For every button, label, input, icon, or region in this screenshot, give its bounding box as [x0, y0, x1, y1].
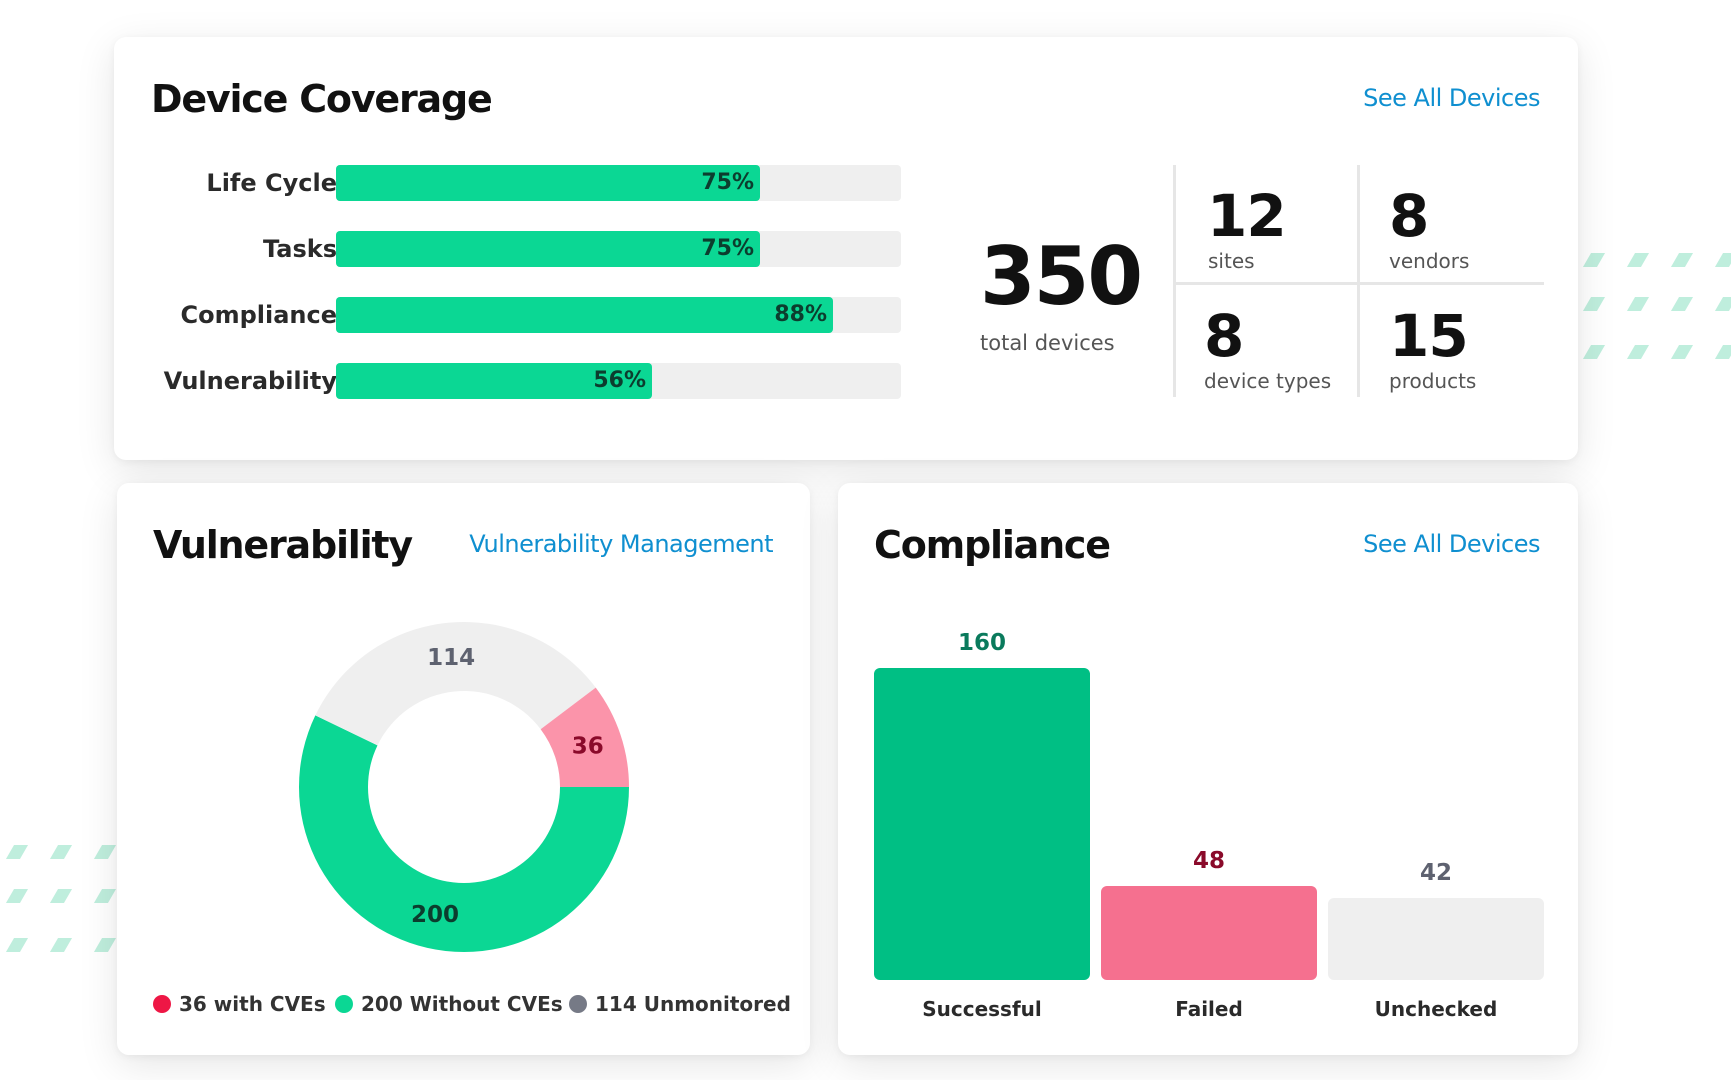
compliance-bar-successful	[874, 668, 1090, 980]
stat-label: device types	[1204, 369, 1332, 393]
coverage-bar-percent: 75%	[701, 236, 754, 261]
coverage-bar-percent: 75%	[701, 170, 754, 195]
donut-value-label: 36	[572, 734, 604, 760]
legend-with-cves: 36 with CVEs	[153, 991, 326, 1017]
device-coverage-card: Device Coverage See All Devices Life Cyc…	[114, 37, 1578, 460]
compliance-bar-category: Unchecked	[1374, 997, 1498, 1021]
device-coverage-title: Device Coverage	[151, 77, 493, 121]
coverage-bar-row: Life Cycle 75%	[114, 165, 914, 201]
compliance-bar-failed	[1101, 886, 1317, 980]
legend-label: 200 Without CVEs	[361, 992, 563, 1016]
coverage-bar-track: 75%	[336, 165, 901, 201]
legend-dot-green	[335, 995, 353, 1013]
compliance-bar-category: Failed	[1175, 997, 1243, 1021]
stat-value: 15	[1389, 302, 1469, 370]
stat-value: 12	[1207, 182, 1287, 250]
legend-dot-red	[153, 995, 171, 1013]
donut-slice-with-cves	[540, 687, 629, 787]
donut-value-label: 200	[411, 902, 459, 928]
coverage-bar-track: 75%	[336, 231, 901, 267]
legend-dot-gray	[569, 995, 587, 1013]
donut-slice-without-cves	[299, 715, 629, 953]
total-devices-label: total devices	[980, 331, 1115, 355]
stat-value: 8	[1389, 182, 1429, 250]
stat-label: vendors	[1389, 249, 1470, 273]
legend-label: 36 with CVEs	[179, 992, 326, 1016]
compliance-bar-value: 160	[957, 630, 1006, 656]
see-all-devices-link[interactable]: See All Devices	[1363, 84, 1540, 112]
coverage-bar-row: Vulnerability 56%	[114, 363, 914, 399]
compliance-card: Compliance See All Devices 160 Successful…	[838, 483, 1578, 1055]
compliance-bar-value: 42	[1419, 860, 1452, 886]
compliance-see-all-devices-link[interactable]: See All Devices	[1363, 530, 1540, 558]
legend-unmonitored: 114 Unmonitored	[569, 991, 791, 1017]
vulnerability-donut-chart: 200 114 36	[299, 622, 629, 953]
stat-label: sites	[1208, 249, 1255, 273]
stat-label: products	[1389, 369, 1477, 393]
coverage-bar-label: Compliance	[180, 301, 337, 329]
coverage-bar-percent: 56%	[593, 368, 646, 393]
compliance-bar-category: Successful	[922, 997, 1042, 1021]
coverage-bar-label: Tasks	[262, 235, 337, 263]
stats-divider	[1173, 165, 1176, 397]
compliance-bar-unchecked	[1328, 898, 1544, 980]
legend-without-cves: 200 Without CVEs	[335, 991, 563, 1017]
total-devices-count: 350	[980, 230, 1143, 323]
stats-divider	[1175, 282, 1544, 285]
legend-label: 114 Unmonitored	[595, 992, 791, 1016]
coverage-bar-label: Life Cycle	[206, 169, 337, 197]
vulnerability-card: Vulnerability Vulnerability Management 2…	[117, 483, 810, 1055]
compliance-bar-value: 48	[1192, 848, 1225, 874]
coverage-bar-track: 56%	[336, 363, 901, 399]
coverage-bar-row: Tasks 75%	[114, 231, 914, 267]
coverage-bar-percent: 88%	[774, 302, 827, 327]
coverage-bar-fill: 56%	[336, 363, 652, 399]
decorative-dashes-right	[1582, 253, 1731, 363]
coverage-bar-fill: 88%	[336, 297, 833, 333]
compliance-title: Compliance	[874, 523, 1111, 567]
stats-divider	[1357, 165, 1360, 397]
coverage-bar-fill: 75%	[336, 231, 760, 267]
coverage-bar-label: Vulnerability	[163, 367, 337, 395]
decorative-dashes-left	[0, 845, 117, 955]
coverage-bar-fill: 75%	[336, 165, 760, 201]
coverage-bar-track: 88%	[336, 297, 901, 333]
stat-value: 8	[1204, 302, 1244, 370]
vulnerability-management-link[interactable]: Vulnerability Management	[469, 530, 773, 558]
donut-slice-unmonitored	[315, 622, 596, 746]
coverage-bar-row: Compliance 88%	[114, 297, 914, 333]
donut-value-label: 114	[427, 645, 475, 671]
vulnerability-title: Vulnerability	[153, 523, 413, 567]
